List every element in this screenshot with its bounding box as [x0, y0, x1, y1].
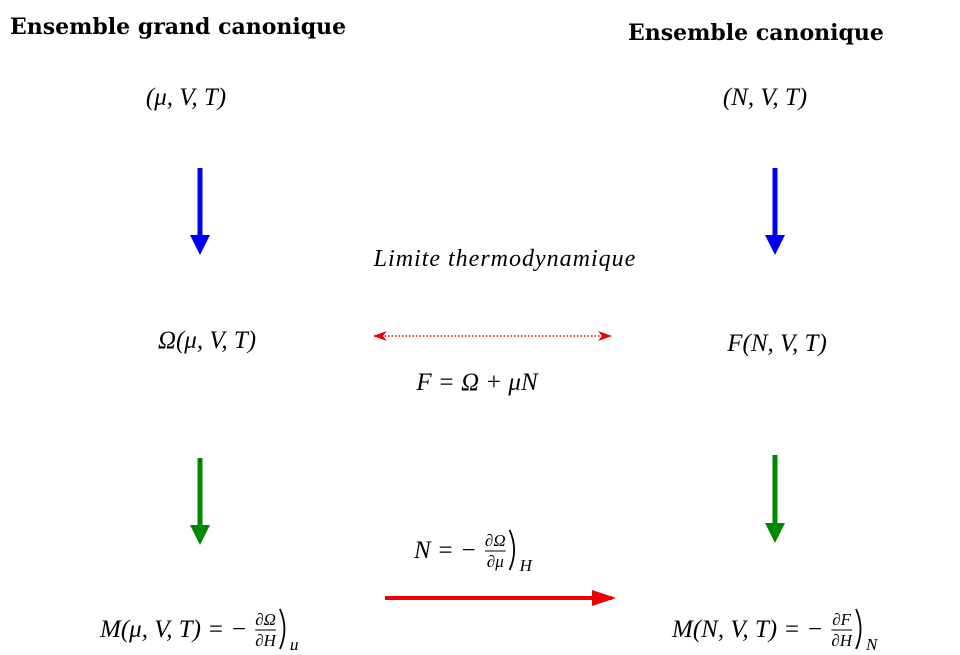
left-potential: Ω(μ, V, T): [158, 327, 256, 354]
fraction-denominator: ∂μ: [487, 552, 504, 571]
center-label: Limite thermodynamique: [373, 246, 637, 272]
right-potential: F(N, V, T): [726, 330, 827, 357]
formula-subscript: H: [519, 556, 534, 575]
fraction-numerator: ∂F: [832, 610, 851, 629]
left-variables: (μ, V, T): [146, 84, 226, 111]
left-title: Ensemble grand canonique: [10, 14, 346, 40]
center-relation: F = Ω + μN: [415, 369, 539, 396]
right-title: Ensemble canonique: [628, 20, 884, 46]
formula-lhs: N = −: [413, 537, 477, 564]
closing-bracket: [508, 529, 516, 571]
formula-subscript: N: [865, 635, 879, 650]
formula-subscript: μ: [289, 635, 299, 650]
fraction-numerator: ∂Ω: [255, 610, 276, 629]
closing-bracket: [855, 608, 862, 650]
fraction-denominator: ∂H: [831, 631, 853, 650]
fraction-denominator: ∂H: [255, 631, 277, 650]
right-variables: (N, V, T): [723, 84, 807, 111]
formula-lhs: M(μ, V, T) = −: [99, 616, 247, 643]
formula-lhs: M(N, V, T) = −: [671, 616, 823, 643]
fraction-numerator: ∂Ω: [485, 531, 506, 550]
closing-bracket: [279, 608, 286, 650]
